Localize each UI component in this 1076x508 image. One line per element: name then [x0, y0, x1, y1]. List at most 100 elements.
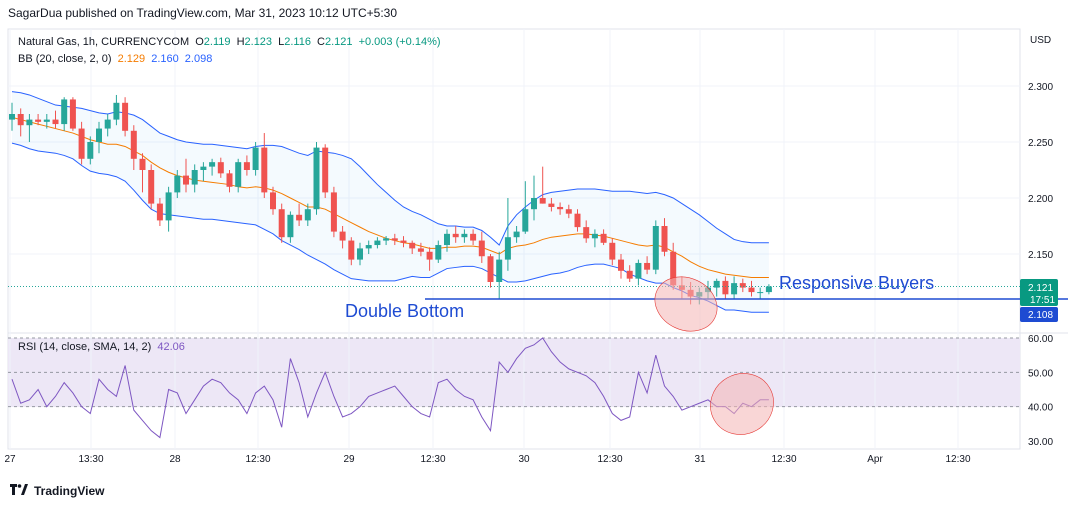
- time-tick-label: 27: [4, 454, 16, 465]
- level-badge: [1020, 307, 1058, 322]
- price-tick-label: 2.300: [1028, 82, 1053, 93]
- legend-change: +0.003 (+0.14%): [358, 36, 441, 48]
- time-tick-label: 29: [343, 454, 355, 465]
- candle-body: [574, 213, 581, 228]
- legend-high: 2.123: [244, 36, 273, 48]
- candle-body: [139, 158, 146, 170]
- candle-body: [504, 237, 511, 260]
- candle-body: [713, 280, 720, 288]
- publisher-header: SagarDua published on TradingView.com, M…: [8, 6, 398, 20]
- candle-body: [739, 283, 746, 288]
- candle-body: [270, 192, 276, 210]
- legend-low: 2.116: [284, 36, 311, 48]
- candle-body: [357, 248, 363, 260]
- candle-body: [531, 198, 537, 210]
- price-tick-label: 2.200: [1028, 194, 1053, 205]
- double-bottom-label: Double Bottom: [345, 301, 464, 321]
- candle-body: [409, 242, 416, 249]
- candle-body: [670, 251, 677, 286]
- candle-body: [35, 119, 42, 122]
- candle-body: [635, 262, 642, 279]
- candle-body: [200, 166, 207, 170]
- candle-body: [652, 226, 659, 270]
- rsi-tick-label: 30.00: [1028, 437, 1053, 448]
- candle-body: [61, 99, 68, 125]
- candle-body: [496, 259, 503, 282]
- candle-body: [174, 175, 181, 193]
- candle-body: [104, 119, 111, 129]
- candle-body: [583, 227, 590, 239]
- candle-body: [330, 192, 337, 232]
- candle-body: [765, 286, 772, 293]
- candle-body: [226, 173, 233, 187]
- legend-open-label: O: [195, 36, 204, 48]
- candle-body: [17, 114, 24, 126]
- candle-body: [278, 209, 285, 238]
- candle-body: [618, 259, 624, 271]
- candle-body: [644, 262, 651, 270]
- time-tick-label: 12:30: [945, 454, 970, 465]
- annotations-layer: Responsive Buyers Double Bottom: [8, 273, 1068, 435]
- candle-body: [217, 162, 224, 174]
- rsi-tick-label: 60.00: [1028, 334, 1053, 345]
- candle-body: [287, 214, 294, 238]
- legend-low-label: L: [278, 36, 285, 48]
- candle-body: [391, 238, 398, 241]
- rsi-tick-label: 40.00: [1028, 403, 1053, 414]
- highlight-ellipse-rsi: [710, 373, 774, 435]
- candle-body: [183, 175, 189, 185]
- candle-body: [191, 170, 198, 185]
- legend-rsi: RSI (14, close, SMA, 14, 2) 42.06: [18, 341, 188, 353]
- candle-body: [444, 233, 450, 246]
- bb-lower-line: [11, 142, 769, 313]
- candle-body: [348, 240, 355, 260]
- candle-body: [365, 245, 372, 249]
- candle-body: [9, 114, 15, 120]
- candle-body: [731, 283, 738, 295]
- candle-body: [43, 119, 50, 122]
- candle-body: [52, 119, 59, 125]
- time-tick-label: 30: [518, 454, 530, 465]
- last-price-label: 2.121: [1028, 283, 1053, 294]
- candle-body: [235, 162, 242, 187]
- legend-bb: BB (20, close, 2, 0) 2.129 2.160 2.098: [18, 53, 215, 65]
- time-tick-label: 28: [169, 454, 181, 465]
- highlight-ellipse-price: [654, 276, 718, 332]
- candle-body: [748, 287, 755, 293]
- rsi-tick-label: 50.00: [1028, 368, 1053, 379]
- bollinger-lines: [11, 91, 769, 313]
- grid: [8, 29, 1020, 449]
- candle-body: [26, 119, 33, 126]
- candle-body: [209, 162, 216, 167]
- level-label: 2.108: [1028, 310, 1053, 321]
- candle-body: [548, 203, 555, 207]
- legend-bb-label: BB (20, close, 2, 0): [18, 53, 112, 65]
- bollinger-band-fill: [12, 91, 769, 313]
- candle-body: [243, 162, 250, 170]
- candle-body: [165, 192, 172, 221]
- candle-body: [69, 99, 76, 129]
- bb-basis-line: [11, 116, 769, 279]
- time-tick-label: 12:30: [245, 454, 270, 465]
- tradingview-logo[interactable]: TradingView: [10, 483, 104, 498]
- candle-body: [522, 209, 529, 232]
- candle-body: [296, 214, 303, 221]
- price-tick-label: 2.250: [1028, 138, 1053, 149]
- legend-open: 2.119: [203, 36, 231, 48]
- candle-body: [130, 130, 137, 159]
- bollinger-fill: [12, 91, 769, 313]
- legend-rsi-value: 42.06: [157, 341, 185, 353]
- currency-label: USD: [1030, 35, 1051, 46]
- legend-bb-upper: 2.160: [151, 53, 179, 65]
- candle-body: [339, 231, 346, 241]
- time-tick-label: 12:30: [597, 454, 622, 465]
- axes-layer: USD2.3002.2502.2002.1502.12117:512.10860…: [4, 35, 1058, 465]
- candle-body: [261, 147, 268, 193]
- candle-body: [417, 248, 424, 252]
- candle-body: [557, 206, 564, 210]
- candle-body: [78, 128, 85, 159]
- candle-body: [478, 240, 485, 257]
- candle-body: [374, 240, 381, 246]
- candle-body: [156, 203, 163, 221]
